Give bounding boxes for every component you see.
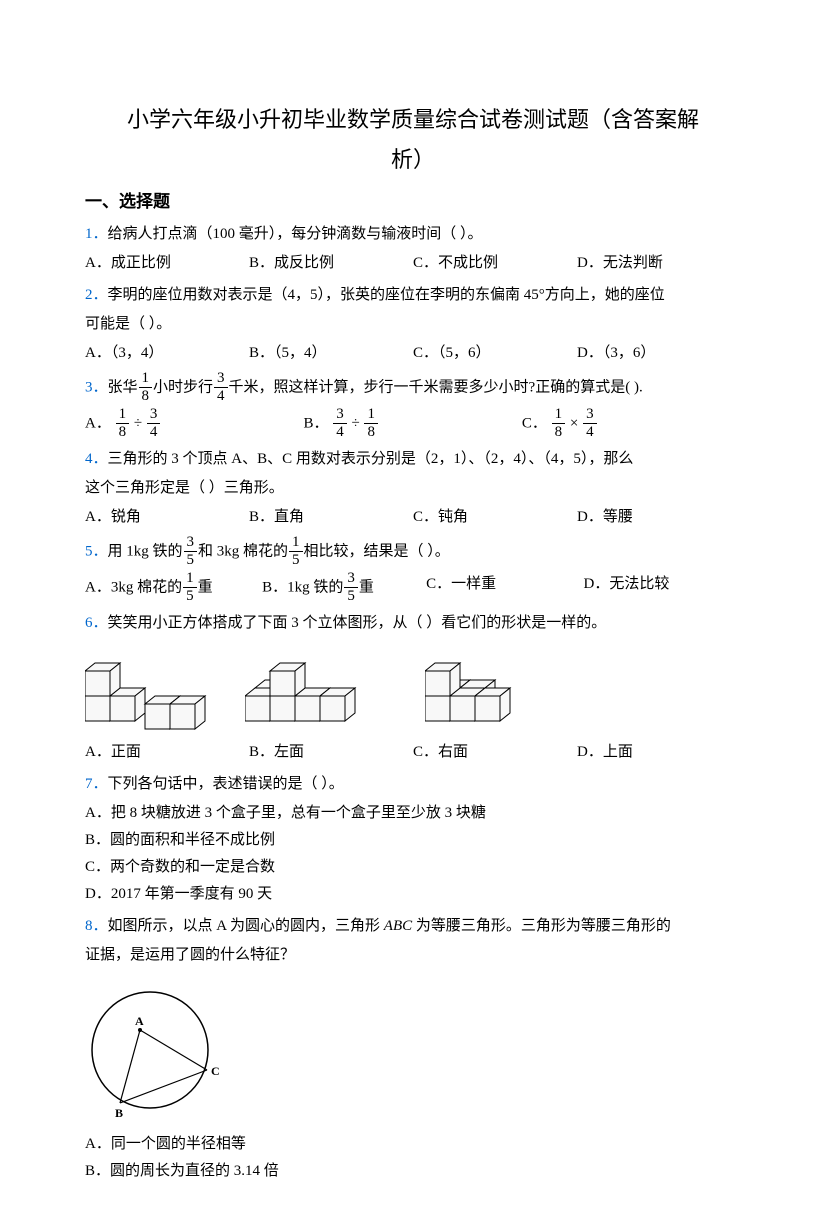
fraction: 34	[214, 370, 228, 404]
fraction: 18	[139, 370, 153, 404]
q-number: 3．	[85, 380, 108, 396]
option-c: C．钝角	[413, 504, 577, 531]
q-number: 6．	[85, 615, 108, 631]
option-b: B．成反比例	[249, 250, 413, 277]
option-a: A．把 8 块糖放进 3 个盒子里，总有一个盒子里至少放 3 块糖	[85, 800, 741, 827]
question-4: 4．三角形的 3 个顶点 A、B、C 用数对表示分别是（2，1）、（2，4）、（…	[85, 445, 741, 531]
q-text: 李明的座位用数对表示是（4，5），张英的座位在李明的东偏南 45°方向上，她的座…	[108, 287, 665, 303]
option-b: B．圆的周长为直径的 3.14 倍	[85, 1158, 741, 1185]
fraction: 15	[289, 534, 303, 568]
option-d: D．2017 年第一季度有 90 天	[85, 881, 741, 908]
option-d: D．等腰	[577, 504, 741, 531]
options: A．正面 B．左面 C．右面 D．上面	[85, 739, 741, 766]
cube-figure-3	[425, 646, 565, 731]
q-text-post: 为等腰三角形。三角形为等腰三角形的	[412, 918, 671, 934]
q-text-2: 可能是（ ）。	[85, 310, 741, 339]
svg-text:B: B	[115, 1106, 123, 1120]
options: A．锐角 B．直角 C．钝角 D．等腰	[85, 504, 741, 531]
option-b: B． 34 ÷ 18	[303, 407, 521, 441]
q-number: 8．	[85, 918, 108, 934]
q-text-mid: 和 3kg 棉花的	[198, 544, 288, 560]
option-d: D．无法比较	[584, 571, 741, 605]
q-text: 笑笑用小正方体搭成了下面 3 个立体图形，从（ ）看它们的形状是一样的。	[108, 615, 607, 631]
q-number: 1．	[85, 226, 108, 242]
svg-text:A: A	[135, 1014, 144, 1028]
option-b: B．1kg 铁的35重	[262, 571, 426, 605]
option-c: C．不成比例	[413, 250, 577, 277]
q-number: 2．	[85, 287, 108, 303]
option-a: A． 18 ÷ 34	[85, 407, 303, 441]
options: A．3kg 棉花的15重 B．1kg 铁的35重 C．一样重 D．无法比较	[85, 571, 741, 605]
option-d: D．（3，6）	[577, 340, 741, 367]
question-3: 3．张华18小时步行34千米，照这样计算，步行一千米需要多少小时?正确的算式是(…	[85, 371, 741, 441]
options: A． 18 ÷ 34 B． 34 ÷ 18 C． 18 × 34	[85, 407, 741, 441]
option-d: D．无法判断	[577, 250, 741, 277]
q-text-pre: 如图所示，以点 A 为圆心的圆内，三角形	[108, 918, 384, 934]
option-a: A．正面	[85, 739, 249, 766]
option-b: B．圆的面积和半径不成比例	[85, 827, 741, 854]
q-text-2: 这个三角形定是（ ）三角形。	[85, 474, 741, 503]
cube-figures	[85, 646, 741, 731]
q-text: 下列各句话中，表述错误的是（ ）。	[108, 776, 344, 792]
option-a: A．（3，4）	[85, 340, 249, 367]
question-6: 6．笑笑用小正方体搭成了下面 3 个立体图形，从（ ）看它们的形状是一样的。	[85, 609, 741, 766]
circle-triangle-figure: A C B	[85, 975, 235, 1125]
q-number: 5．	[85, 544, 108, 560]
page-title: 小学六年级小升初毕业数学质量综合试卷测试题（含答案解 析）	[85, 100, 741, 179]
section-header: 一、选择题	[85, 187, 741, 218]
question-5: 5．用 1kg 铁的35和 3kg 棉花的15相比较，结果是（ ）。 A．3kg…	[85, 535, 741, 605]
options: A．（3，4） B．（5，4） C．（5，6） D．（3，6）	[85, 340, 741, 367]
option-c: C．右面	[413, 739, 577, 766]
q-text-2: 证据，是运用了圆的什么特征？	[85, 941, 741, 970]
option-a: A．同一个圆的半径相等	[85, 1131, 741, 1158]
option-a: A．锐角	[85, 504, 249, 531]
svg-text:C: C	[211, 1064, 220, 1078]
option-b: B．左面	[249, 739, 413, 766]
option-b: B．直角	[249, 504, 413, 531]
option-d: D．上面	[577, 739, 741, 766]
option-c: C．（5，6）	[413, 340, 577, 367]
question-8: 8．如图所示，以点 A 为圆心的圆内，三角形 ABC 为等腰三角形。三角形为等腰…	[85, 912, 741, 1185]
question-1: 1．给病人打点滴（100 毫升），每分钟滴数与输液时间（ ）。 A．成正比例 B…	[85, 220, 741, 278]
option-b: B．（5，4）	[249, 340, 413, 367]
option-a: A．3kg 棉花的15重	[85, 571, 262, 605]
options: A．成正比例 B．成反比例 C．不成比例 D．无法判断	[85, 250, 741, 277]
fraction: 35	[184, 534, 198, 568]
q-text-mid: 小时步行	[153, 380, 213, 396]
options: A．把 8 块糖放进 3 个盒子里，总有一个盒子里至少放 3 块糖 B．圆的面积…	[85, 800, 741, 908]
q-text-pre: 用 1kg 铁的	[108, 544, 183, 560]
question-2: 2．李明的座位用数对表示是（4，5），张英的座位在李明的东偏南 45°方向上，她…	[85, 281, 741, 367]
q-text: 给病人打点滴（100 毫升），每分钟滴数与输液时间（ ）。	[108, 226, 483, 242]
question-7: 7．下列各句话中，表述错误的是（ ）。 A．把 8 块糖放进 3 个盒子里，总有…	[85, 770, 741, 909]
option-c: C．一样重	[426, 571, 583, 605]
abc-label: ABC	[384, 918, 412, 934]
q-number: 7．	[85, 776, 108, 792]
cube-figure-2	[245, 646, 395, 731]
option-a: A．成正比例	[85, 250, 249, 277]
cube-figure-1	[85, 646, 215, 731]
q-text-post: 千米，照这样计算，步行一千米需要多少小时?正确的算式是( ).	[229, 380, 643, 396]
q-text-pre: 张华	[108, 380, 138, 396]
option-c: C． 18 × 34	[522, 407, 740, 441]
q-number: 4．	[85, 451, 108, 467]
options: A．同一个圆的半径相等 B．圆的周长为直径的 3.14 倍	[85, 1131, 741, 1185]
q-text: 三角形的 3 个顶点 A、B、C 用数对表示分别是（2，1）、（2，4）、（4，…	[108, 451, 634, 467]
q-text-post: 相比较，结果是（ ）。	[304, 544, 450, 560]
option-c: C．两个奇数的和一定是合数	[85, 854, 741, 881]
